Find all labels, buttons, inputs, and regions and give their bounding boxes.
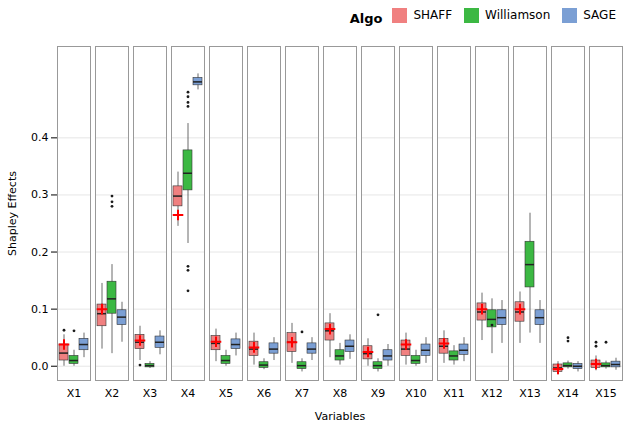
svg-text:X4: X4 xyxy=(181,387,196,400)
svg-text:Variables: Variables xyxy=(315,410,366,423)
svg-text:X10: X10 xyxy=(405,387,427,400)
html-text:SAGE: SAGE xyxy=(583,8,616,22)
svg-text:X15: X15 xyxy=(595,387,617,400)
svg-text:X2: X2 xyxy=(105,387,120,400)
svg-text:X14: X14 xyxy=(557,387,579,400)
svg-text:X8: X8 xyxy=(333,387,348,400)
html-text:Williamson: Williamson xyxy=(485,8,551,22)
svg-text:0.0: 0.0 xyxy=(31,360,49,373)
svg-text:0.2: 0.2 xyxy=(31,246,49,259)
svg-text:X1: X1 xyxy=(67,387,82,400)
svg-text:X13: X13 xyxy=(519,387,541,400)
svg-text:Shapley Effects: Shapley Effects xyxy=(6,171,19,256)
svg-text:X5: X5 xyxy=(219,387,234,400)
svg-text:0.1: 0.1 xyxy=(31,303,49,316)
svg-text:X3: X3 xyxy=(143,387,158,400)
svg-text:X9: X9 xyxy=(371,387,386,400)
svg-text:X6: X6 xyxy=(257,387,272,400)
svg-text:X7: X7 xyxy=(295,387,310,400)
html-text:Algo: Algo xyxy=(349,10,383,26)
svg-text:X11: X11 xyxy=(443,387,465,400)
svg-text:X12: X12 xyxy=(481,387,503,400)
html-text:SHAFF: SHAFF xyxy=(413,8,453,22)
svg-text:0.3: 0.3 xyxy=(31,188,49,201)
svg-text:0.4: 0.4 xyxy=(31,131,49,144)
